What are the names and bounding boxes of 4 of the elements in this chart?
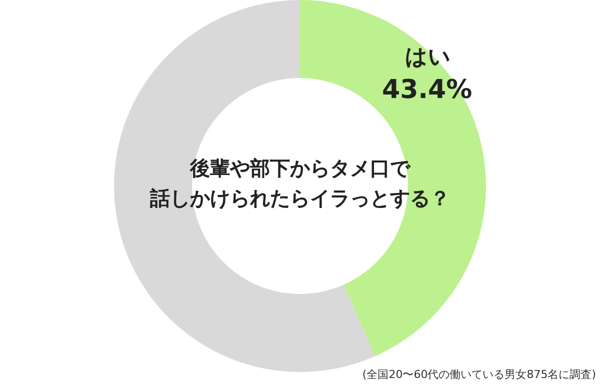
- slice-label: はい: [405, 45, 451, 70]
- text: 後輩や部下からタメ口で話しかけられたらイラっとする？: [149, 156, 450, 210]
- data-label: 43.4%: [382, 75, 472, 105]
- text: (全国20〜60代の働いている男女875名に調査): [362, 368, 596, 381]
